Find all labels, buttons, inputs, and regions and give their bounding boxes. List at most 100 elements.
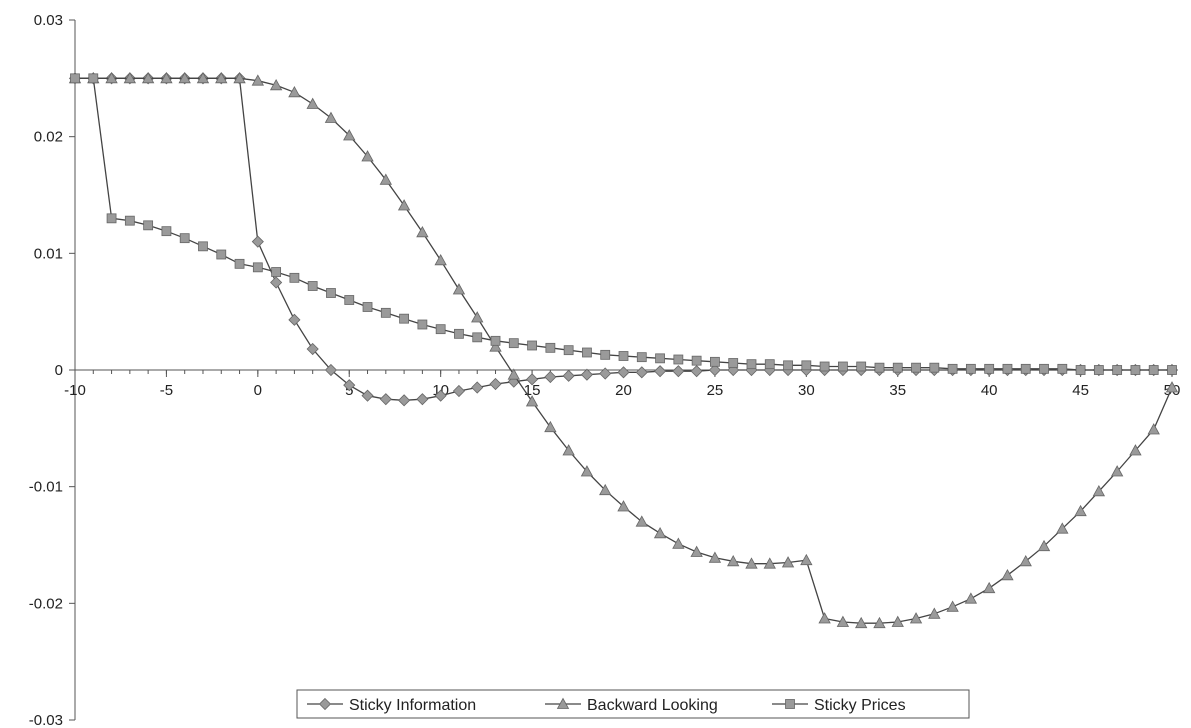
- x-tick-label: 40: [981, 382, 998, 399]
- data-point: [599, 367, 612, 380]
- data-point: [653, 527, 667, 539]
- data-point: [818, 612, 831, 624]
- data-point: [544, 370, 557, 384]
- data-point: [1092, 485, 1106, 497]
- data-point: [708, 551, 722, 563]
- data-point: [947, 363, 958, 374]
- data-point: [233, 72, 246, 84]
- data-point: [452, 384, 466, 398]
- data-point: [508, 338, 519, 349]
- data-point: [361, 150, 374, 162]
- data-point: [746, 359, 757, 370]
- data-point: [416, 226, 429, 238]
- data-point: [123, 72, 137, 84]
- data-point: [525, 395, 539, 407]
- data-point: [874, 362, 885, 373]
- data-point: [946, 600, 959, 612]
- data-point: [1037, 539, 1051, 552]
- data-point: [1093, 365, 1104, 375]
- data-point: [672, 537, 685, 549]
- legend-marker: [318, 697, 332, 711]
- data-point: [580, 465, 594, 477]
- x-tick-label: 35: [889, 382, 906, 399]
- data-point: [361, 389, 374, 402]
- data-point: [434, 389, 447, 402]
- data-point: [655, 353, 665, 364]
- data-point: [196, 72, 210, 84]
- y-tick-label: 0.01: [34, 245, 63, 262]
- data-point: [545, 342, 556, 353]
- data-point: [1074, 504, 1087, 517]
- data-point: [306, 97, 319, 109]
- data-point: [490, 335, 501, 346]
- data-point: [708, 363, 721, 377]
- y-axis: 0.03 0.02 0.01 0 -0.01 -0.02 -0.03: [29, 12, 76, 728]
- data-point: [526, 373, 539, 386]
- data-point: [965, 363, 976, 374]
- data-point: [1147, 423, 1160, 435]
- data-point: [801, 360, 812, 371]
- data-point: [271, 267, 282, 277]
- data-point: [892, 362, 903, 373]
- data-point: [1129, 444, 1142, 456]
- data-point: [764, 359, 775, 370]
- data-point: [471, 311, 484, 323]
- data-point: [324, 111, 338, 123]
- y-tick-label: -0.03: [29, 712, 63, 728]
- data-point: [618, 351, 629, 361]
- data-point: [727, 555, 740, 567]
- data-point: [582, 347, 592, 358]
- x-tick-label: 20: [615, 382, 632, 399]
- data-point: [672, 365, 685, 378]
- data-point: [179, 233, 190, 244]
- data-point: [873, 616, 886, 629]
- legend: Sticky Information Backward Looking Sticky…: [296, 689, 970, 719]
- data-point: [489, 377, 502, 391]
- data-point: [343, 379, 356, 392]
- data-point: [471, 381, 484, 394]
- legend-marker: [556, 697, 570, 709]
- legend-item: Backward Looking: [545, 697, 718, 714]
- data-point: [198, 241, 208, 252]
- data-point: [454, 328, 464, 339]
- data-point: [617, 366, 630, 379]
- data-point: [909, 612, 923, 624]
- series-line: [75, 77, 1172, 371]
- data-point: [1019, 555, 1032, 567]
- data-point: [1148, 365, 1159, 375]
- x-tick-label: -10: [64, 382, 86, 399]
- data-point: [1130, 365, 1141, 375]
- data-point: [1075, 365, 1086, 375]
- data-point: [1110, 465, 1124, 477]
- legend-box: [296, 689, 970, 719]
- data-point: [562, 444, 575, 456]
- y-tick-label: 0: [55, 362, 63, 379]
- data-point: [673, 354, 684, 365]
- data-point: [964, 592, 978, 604]
- legend-label: Sticky Information: [349, 697, 476, 714]
- data-point: [178, 72, 191, 84]
- data-point: [161, 226, 172, 237]
- data-point: [635, 515, 648, 527]
- x-tick-label: 30: [798, 382, 815, 399]
- data-point: [617, 500, 630, 512]
- data-point: [124, 215, 135, 226]
- data-point: [160, 72, 173, 84]
- data-point: [783, 360, 793, 371]
- data-point: [562, 369, 575, 382]
- data-point: [489, 340, 502, 352]
- data-point: [544, 420, 557, 433]
- data-point: [215, 72, 228, 84]
- series-backward-looking: [68, 72, 1179, 629]
- data-point: [270, 276, 283, 289]
- data-point: [251, 235, 264, 248]
- series-layer: [68, 72, 1179, 629]
- data-point: [143, 220, 154, 231]
- data-point: [289, 272, 300, 283]
- data-point: [379, 173, 392, 185]
- data-point: [1112, 365, 1123, 375]
- data-point: [728, 358, 739, 368]
- data-point: [599, 483, 612, 496]
- data-point: [141, 72, 155, 84]
- y-tick-label: 0.03: [34, 12, 63, 29]
